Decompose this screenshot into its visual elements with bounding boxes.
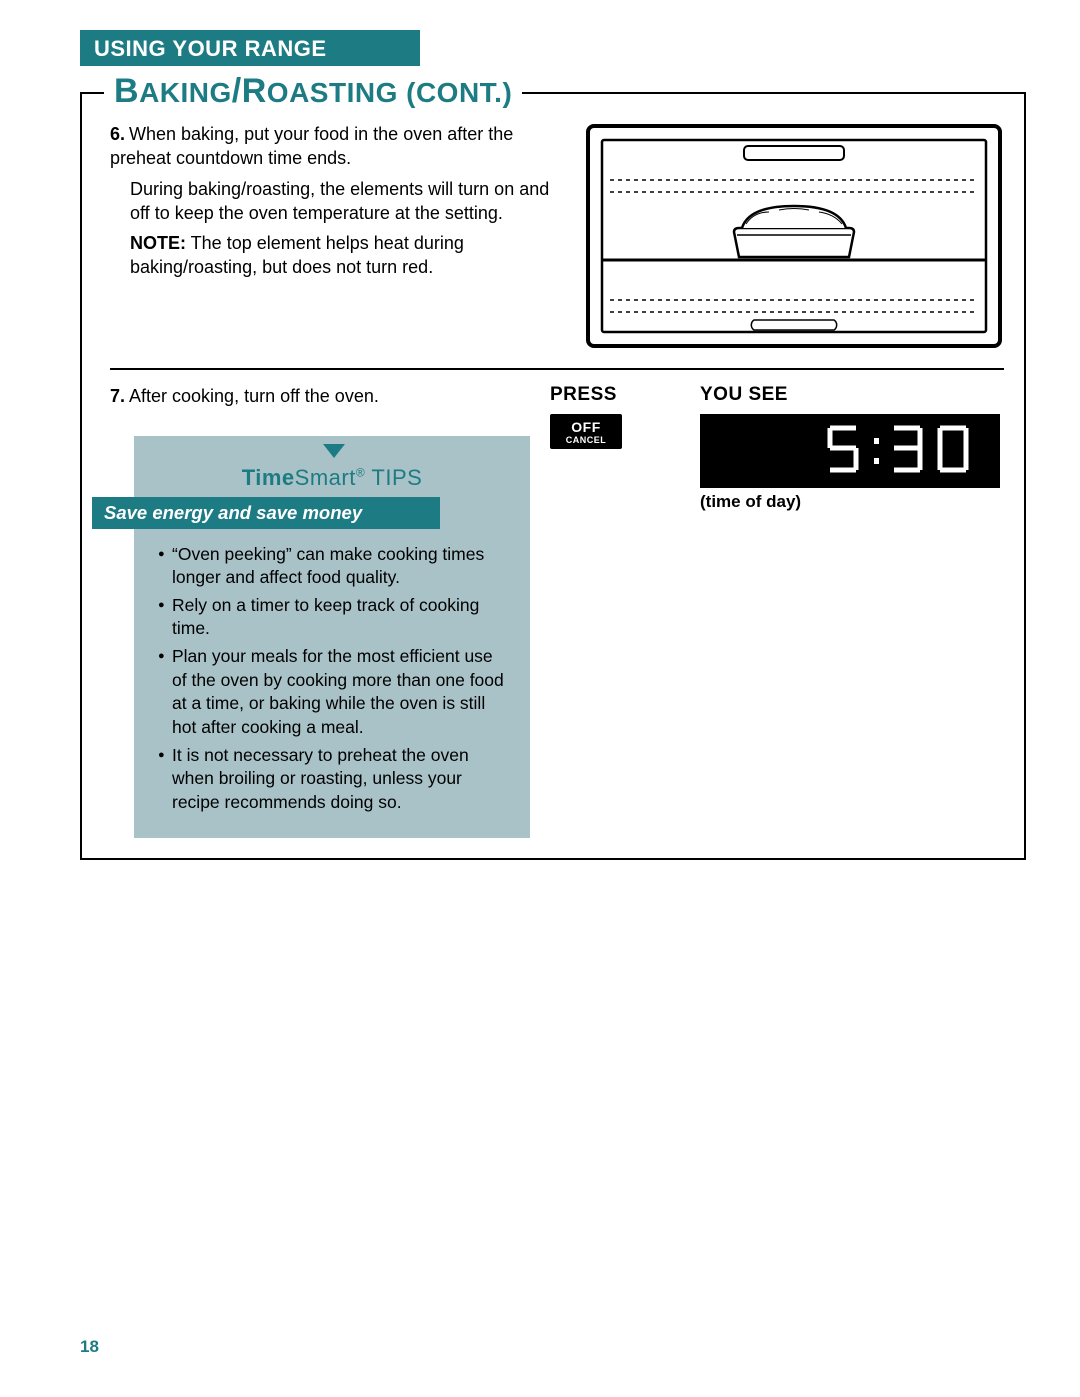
tips-header: TimeSmart® TIPS (134, 436, 530, 496)
section-tab: USING YOUR RANGE (80, 30, 420, 66)
tip-item: Rely on a timer to keep track of cooking… (158, 594, 510, 641)
step-6-number: 6. (110, 122, 125, 146)
lcd-display (700, 414, 1000, 488)
yousee-label: YOU SEE (700, 384, 1004, 406)
oven-illustration (584, 122, 1004, 350)
cancel-label: CANCEL (550, 435, 622, 445)
tip-item: “Oven peeking” can make cooking times lo… (158, 543, 510, 590)
step-6: 6. When baking, put your food in the ove… (110, 122, 566, 350)
tip-item: Plan your meals for the most efficient u… (158, 645, 510, 740)
page-number: 18 (80, 1337, 99, 1357)
tips-list: “Oven peeking” can make cooking times lo… (134, 529, 530, 815)
step-7-text: After cooking, turn off the oven. (129, 386, 379, 406)
tips-subtitle: Save energy and save money (92, 497, 440, 529)
step-6-p2: During baking/roasting, the elements wil… (110, 177, 566, 226)
step-6-note-label: NOTE: (130, 233, 186, 253)
tips-brand: TimeSmart® TIPS (134, 461, 530, 497)
step-7: 7. After cooking, turn off the oven. (110, 384, 530, 408)
step-7-number: 7. (110, 384, 125, 408)
tip-item: It is not necessary to preheat the oven … (158, 744, 510, 815)
clock-530-icon (822, 422, 982, 480)
off-label: OFF (550, 420, 622, 435)
tips-box: TimeSmart® TIPS Save energy and save mon… (134, 436, 530, 838)
press-label: PRESS (550, 384, 670, 406)
off-cancel-button[interactable]: OFF CANCEL (550, 414, 622, 449)
section-title: BAKING/ROASTING (CONT.) (104, 72, 522, 111)
step-6-p1: When baking, put your food in the oven a… (110, 124, 513, 168)
lcd-caption: (time of day) (700, 492, 1004, 512)
section-frame: BAKING/ROASTING (CONT.) 6. When baking, … (80, 92, 1026, 860)
triangle-icon (321, 442, 347, 460)
